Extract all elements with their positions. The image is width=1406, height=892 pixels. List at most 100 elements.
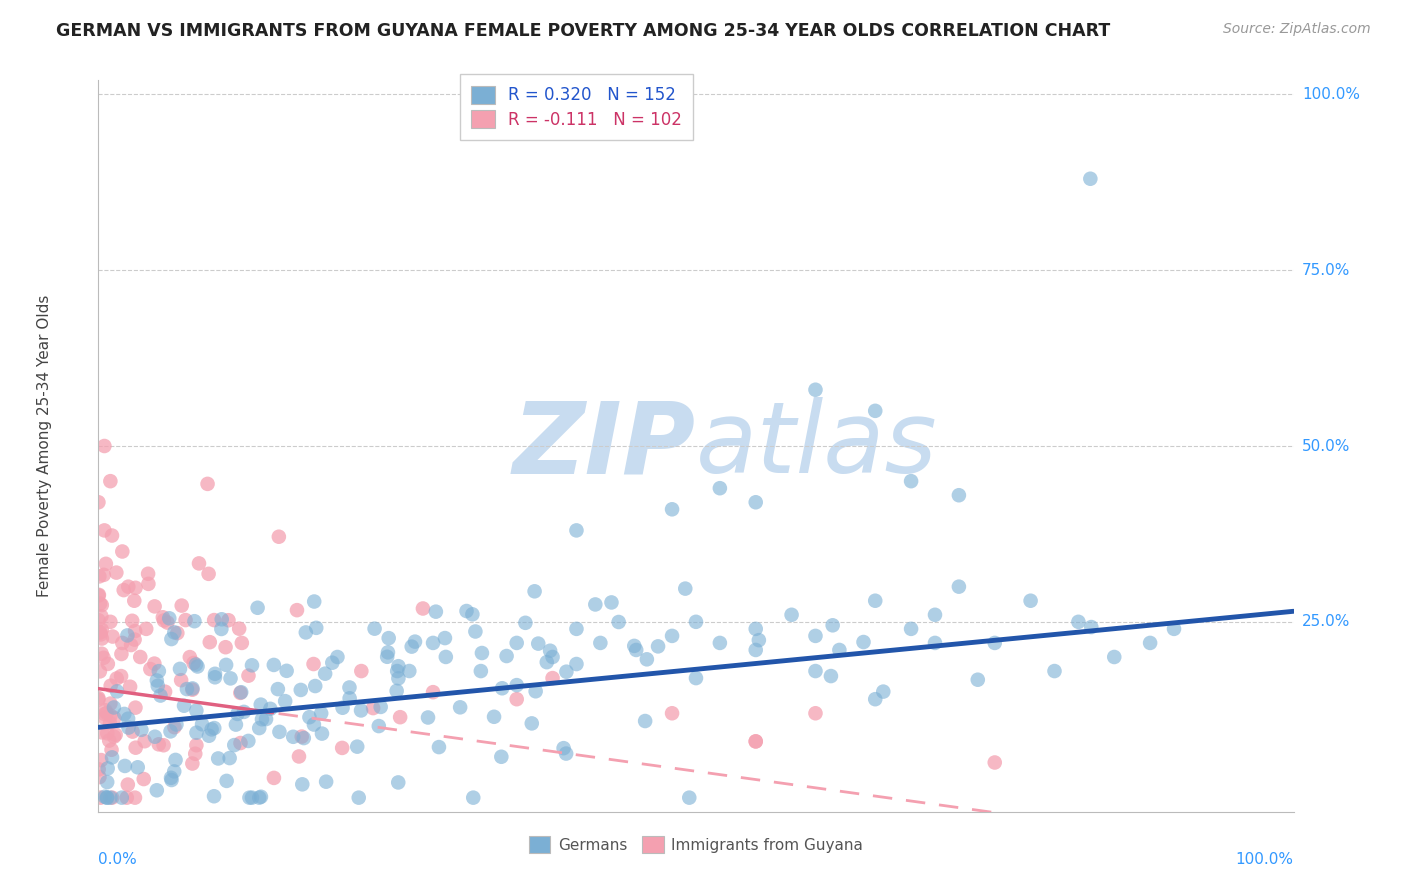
Point: [538, 644, 561, 658]
Point: [105, 566, 128, 580]
Point: [291, 730, 314, 744]
Point: [471, 646, 494, 660]
Point: [201, 723, 224, 737]
Point: [370, 700, 392, 714]
Point: [541, 671, 564, 685]
Point: [127, 760, 149, 774]
Point: [124, 740, 146, 755]
Point: [100, 708, 122, 723]
Point: [101, 750, 124, 764]
Point: [232, 705, 254, 719]
Point: [404, 634, 426, 648]
Point: [89, 569, 111, 583]
Point: [238, 668, 260, 682]
Point: [332, 700, 354, 714]
Point: [90, 627, 112, 641]
Point: [97, 657, 120, 671]
Point: [87, 495, 110, 509]
Point: [1080, 171, 1102, 186]
Point: [321, 656, 343, 670]
Point: [96, 706, 118, 720]
Point: [647, 640, 669, 654]
Point: [117, 628, 139, 642]
Point: [218, 751, 240, 765]
Point: [254, 712, 277, 726]
Point: [94, 707, 117, 722]
Point: [117, 778, 139, 792]
Point: [246, 600, 269, 615]
Point: [240, 790, 263, 805]
Point: [412, 601, 434, 615]
Point: [506, 692, 529, 706]
Point: [385, 664, 409, 678]
Point: [93, 439, 115, 453]
Point: [152, 610, 174, 624]
Point: [198, 729, 221, 743]
Point: [555, 747, 578, 761]
Point: [101, 790, 124, 805]
Point: [98, 474, 122, 488]
Point: [204, 670, 226, 684]
Point: [139, 662, 162, 676]
Point: [96, 790, 118, 805]
Point: [589, 636, 612, 650]
Point: [101, 630, 124, 644]
Point: [269, 724, 291, 739]
Text: Source: ZipAtlas.com: Source: ZipAtlas.com: [1223, 22, 1371, 37]
Point: [363, 622, 385, 636]
Point: [249, 698, 271, 712]
Point: [159, 724, 181, 739]
Point: [96, 775, 118, 789]
Point: [132, 772, 155, 786]
Point: [153, 614, 176, 628]
Point: [966, 673, 988, 687]
Point: [626, 643, 648, 657]
Point: [146, 673, 169, 688]
Point: [804, 706, 827, 721]
Point: [238, 790, 260, 805]
Point: [385, 684, 408, 698]
Point: [302, 657, 325, 671]
Point: [183, 656, 205, 670]
Point: [229, 736, 252, 750]
Point: [527, 637, 550, 651]
Point: [215, 657, 238, 672]
Point: [636, 652, 658, 666]
Point: [685, 615, 707, 629]
Point: [111, 636, 134, 650]
Point: [124, 624, 146, 638]
Point: [745, 734, 768, 748]
Point: [536, 655, 558, 669]
Point: [131, 723, 153, 737]
Point: [124, 581, 146, 595]
Point: [94, 789, 117, 804]
Text: 0.0%: 0.0%: [98, 852, 138, 867]
Point: [120, 638, 142, 652]
Point: [267, 682, 290, 697]
Point: [745, 734, 768, 748]
Point: [100, 790, 122, 805]
Point: [295, 625, 318, 640]
Point: [103, 700, 125, 714]
Point: [96, 790, 118, 805]
Point: [565, 524, 588, 538]
Point: [250, 712, 273, 726]
Point: [170, 673, 193, 688]
Point: [491, 749, 513, 764]
Point: [100, 697, 122, 711]
Point: [464, 624, 486, 639]
Point: [924, 607, 946, 622]
Point: [456, 604, 478, 618]
Point: [110, 669, 132, 683]
Point: [872, 684, 894, 698]
Point: [263, 657, 285, 672]
Point: [240, 658, 263, 673]
Point: [121, 724, 143, 739]
Point: [181, 756, 204, 771]
Point: [112, 583, 135, 598]
Point: [104, 728, 127, 742]
Point: [188, 557, 211, 571]
Point: [93, 650, 115, 665]
Point: [98, 716, 121, 731]
Point: [661, 502, 683, 516]
